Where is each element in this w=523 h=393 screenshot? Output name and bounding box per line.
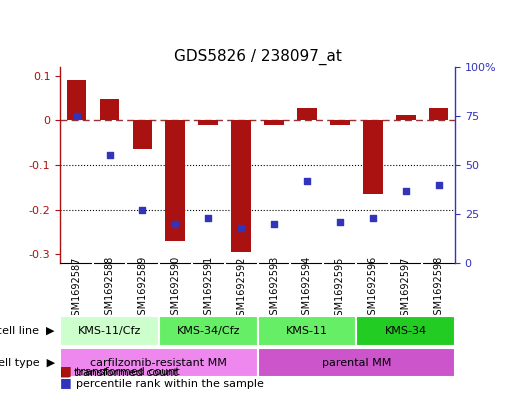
Text: cell type  ▶: cell type ▶ — [0, 358, 55, 367]
Point — [237, 225, 245, 231]
Text: parental MM: parental MM — [322, 358, 391, 367]
Point — [105, 152, 113, 158]
Text: KMS-11/Cfz: KMS-11/Cfz — [78, 326, 141, 336]
Text: cell line  ▶: cell line ▶ — [0, 326, 55, 336]
Bar — [396, 115, 415, 120]
Text: GSM1692593: GSM1692593 — [269, 256, 279, 321]
Text: KMS-11: KMS-11 — [286, 326, 328, 336]
Point — [402, 187, 410, 194]
Bar — [257, 348, 455, 377]
Text: percentile rank within the sample: percentile rank within the sample — [76, 379, 264, 389]
Bar — [231, 120, 251, 252]
Text: GSM1692590: GSM1692590 — [170, 256, 180, 321]
Text: KMS-34: KMS-34 — [384, 326, 427, 336]
Point — [138, 207, 146, 213]
Point — [270, 221, 278, 227]
Bar — [132, 120, 152, 149]
Text: GSM1692597: GSM1692597 — [401, 256, 411, 321]
Text: ■: ■ — [60, 376, 72, 389]
Bar — [356, 316, 455, 346]
Text: carfilzomib-resistant MM: carfilzomib-resistant MM — [90, 358, 228, 367]
Text: ■ transformed count: ■ transformed count — [60, 367, 178, 377]
Text: GSM1692587: GSM1692587 — [72, 256, 82, 321]
Point — [171, 221, 179, 227]
Bar — [60, 348, 257, 377]
Point — [369, 215, 377, 221]
Point — [204, 215, 212, 221]
Text: KMS-34/Cfz: KMS-34/Cfz — [176, 326, 240, 336]
Point — [303, 178, 311, 184]
Bar — [264, 120, 284, 125]
Bar — [198, 120, 218, 125]
Text: GSM1692592: GSM1692592 — [236, 256, 246, 321]
Point — [435, 182, 443, 188]
Bar — [165, 120, 185, 241]
Point — [72, 113, 81, 119]
Text: GSM1692591: GSM1692591 — [203, 256, 213, 321]
Bar — [257, 316, 356, 346]
Bar — [363, 120, 383, 194]
Bar — [297, 108, 317, 120]
Title: GDS5826 / 238097_at: GDS5826 / 238097_at — [174, 49, 342, 66]
Bar — [330, 120, 350, 125]
Text: GSM1692588: GSM1692588 — [105, 256, 115, 321]
Bar — [100, 99, 119, 120]
Text: ■: ■ — [60, 364, 72, 377]
Text: GSM1692598: GSM1692598 — [434, 256, 444, 321]
Point — [336, 219, 344, 225]
Bar — [67, 80, 86, 120]
Text: GSM1692596: GSM1692596 — [368, 256, 378, 321]
Text: GSM1692595: GSM1692595 — [335, 256, 345, 321]
Text: GSM1692589: GSM1692589 — [138, 256, 147, 321]
Bar — [159, 316, 257, 346]
Bar — [60, 316, 159, 346]
Text: GSM1692594: GSM1692594 — [302, 256, 312, 321]
Text: transformed count: transformed count — [76, 367, 179, 377]
Bar — [429, 108, 448, 120]
